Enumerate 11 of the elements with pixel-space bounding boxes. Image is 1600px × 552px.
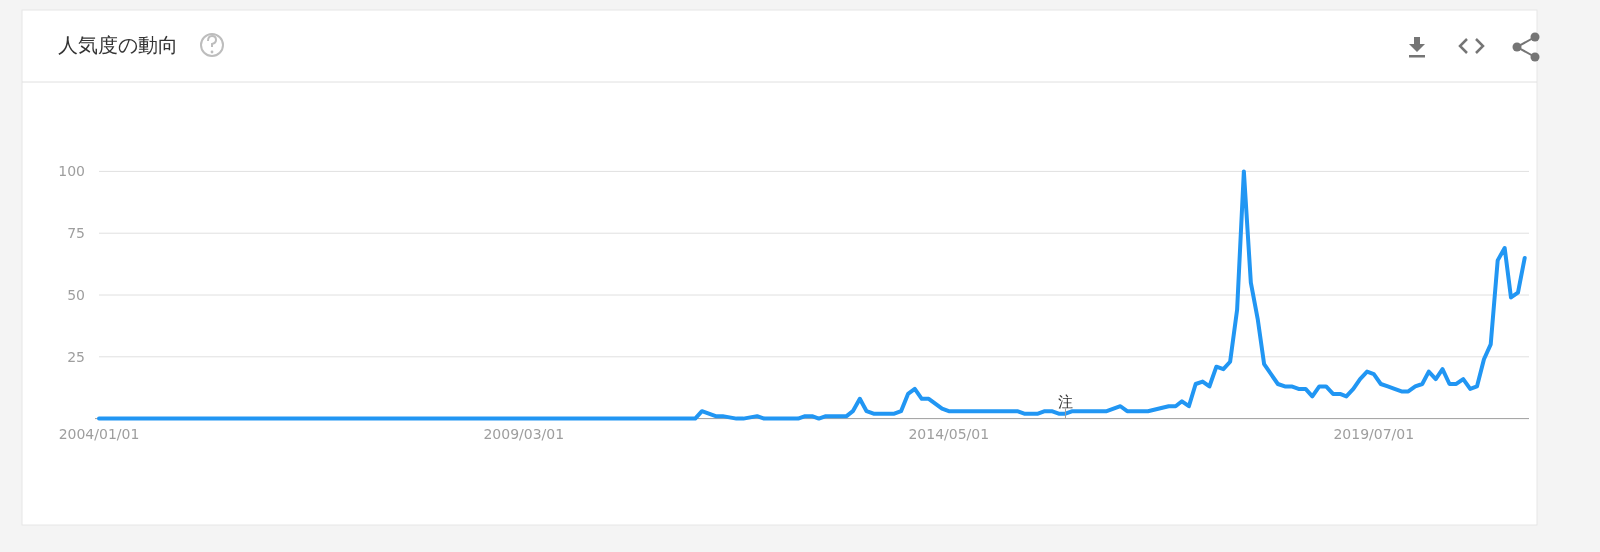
y-tick-label: 50 [67,287,85,303]
x-tick-label: 2019/07/01 [1333,425,1415,442]
x-tick-label: 2014/05/01 [908,425,990,442]
x-tick-label: 2009/03/01 [483,425,565,442]
x-tick-label: 2004/01/01 [58,425,140,442]
y-tick-label: 25 [67,348,85,365]
annotation: 注 [1057,392,1073,411]
chart-title: 人気度の動向 [58,33,178,57]
y-tick-label: 75 [67,225,85,242]
line-series [97,169,1527,421]
y-tick-label: 100 [58,163,85,180]
